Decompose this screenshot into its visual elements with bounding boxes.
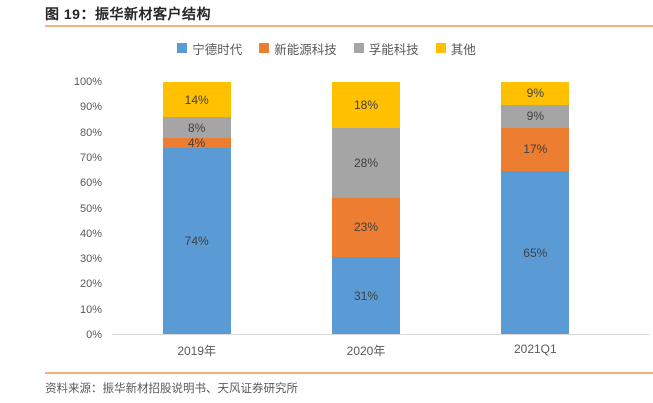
y-tick-label: 40%	[79, 227, 102, 240]
legend-item-2: 新能源科技	[259, 39, 337, 58]
bar-segment-新能源科技: 23%	[331, 198, 400, 257]
y-tick-label: 0%	[86, 329, 102, 341]
x-axis-label: 2020年	[346, 344, 386, 358]
chart-legend: 宁德时代 新能源科技 孚能科技 其他	[0, 39, 653, 58]
legend-item-label: 其他	[450, 42, 476, 57]
y-tick-label: 90%	[79, 101, 102, 114]
bar-2020年: 31% 23% 28% 18%	[331, 82, 400, 335]
y-tick-label: 10%	[79, 303, 102, 316]
x-axis-label: 2019年	[177, 344, 217, 358]
bar-segment-value: 23%	[353, 220, 378, 235]
bar-segment-宁德时代: 31%	[331, 256, 400, 335]
footer-divider-line	[45, 372, 653, 374]
bar-segment-新能源科技: 17%	[501, 127, 570, 171]
bar-segment-value: 4%	[187, 135, 206, 150]
bar-segment-value: 8%	[187, 120, 206, 135]
legend-marker-icon	[259, 43, 270, 53]
y-tick-label: 100%	[73, 76, 102, 88]
bar-segment-其他: 18%	[331, 82, 400, 128]
y-tick-label: 70%	[79, 151, 102, 164]
legend-item-3: 孚能科技	[353, 39, 419, 58]
bar-segment-其他: 9%	[501, 82, 570, 105]
bar-segment-value: 31%	[353, 288, 378, 303]
bar-segment-value: 65%	[523, 245, 548, 260]
bar-segment-新能源科技: 4%	[162, 135, 231, 150]
y-tick-label: 30%	[79, 253, 102, 266]
bar-segment-宁德时代: 74%	[162, 147, 231, 335]
legend-item-4: 其他	[435, 39, 476, 58]
legend-marker-icon	[353, 43, 364, 53]
bar-2021Q1: 65% 17% 9% 9%	[501, 82, 570, 335]
x-axis-labels: 2019年 2020年 2021Q1	[112, 342, 620, 359]
figure-title: 图 19：振华新材客户结构	[45, 6, 211, 22]
bar-segment-孚能科技: 8%	[162, 117, 231, 138]
bar-segment-value: 28%	[353, 155, 378, 170]
bar-segment-value: 74%	[184, 234, 209, 249]
y-tick-label: 20%	[79, 278, 102, 291]
y-tick-label: 80%	[79, 126, 102, 139]
legend-marker-icon	[177, 43, 188, 53]
plot-area: 74% 4% 8% 14% 31% 23% 28% 18% 65% 17% 9% 9%	[112, 82, 620, 335]
bar-segment-value: 14%	[184, 92, 209, 107]
bar-segment-value: 18%	[353, 97, 378, 112]
bar-segment-value: 9%	[526, 109, 544, 124]
legend-marker-icon	[435, 43, 446, 53]
bar-segment-孚能科技: 9%	[501, 104, 570, 128]
bar-segment-孚能科技: 28%	[331, 127, 400, 199]
bar-2019年: 74% 4% 8% 14%	[162, 82, 231, 335]
bar-segment-宁德时代: 65%	[501, 170, 570, 335]
y-tick-label: 50%	[79, 202, 102, 215]
legend-item-label: 孚能科技	[368, 42, 419, 57]
source-note: 资料来源：振华新材招股说明书、天风证券研究所	[45, 383, 298, 395]
title-divider-line	[45, 25, 653, 27]
legend-item-label: 新能源科技	[274, 42, 337, 57]
bar-segment-value: 9%	[526, 86, 544, 101]
legend-item-label: 宁德时代	[192, 42, 243, 57]
bar-segment-value: 17%	[523, 142, 548, 157]
x-axis-line	[112, 334, 650, 335]
x-axis-label: 2021Q1	[513, 342, 557, 356]
legend-item-1: 宁德时代	[177, 39, 242, 58]
y-tick-label: 60%	[79, 177, 102, 190]
bar-segment-其他: 14%	[162, 82, 231, 118]
